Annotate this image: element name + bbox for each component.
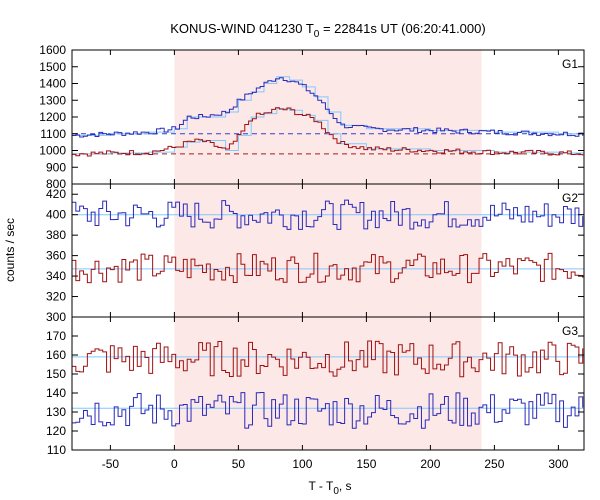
- y-tick-label: 320: [46, 290, 66, 304]
- panel-g2: 300 320 340 360 380 400 420 G2: [46, 183, 585, 324]
- y-tick-label: 170: [46, 329, 66, 343]
- panel-label: G2: [562, 191, 578, 205]
- panels-group: 8009001000110012001300140015001600G13003…: [39, 43, 585, 471]
- x-tick-label: 250: [484, 457, 504, 471]
- y-tick-label: 150: [46, 367, 66, 381]
- x-tick-label: 100: [292, 457, 312, 471]
- x-tick-label: 200: [420, 457, 440, 471]
- y-tick-label: 130: [46, 405, 66, 419]
- x-tick-label: 0: [171, 457, 178, 471]
- y-tick-label: 110: [47, 443, 66, 457]
- x-tick-label: 150: [356, 457, 376, 471]
- panel-g1: 800 900 1000 1100 1200 1300 1400 1500 1600 G1: [39, 43, 585, 191]
- chart-title: KONUS-WIND 041230 T0 = 22841s UT (06:20:…: [170, 21, 485, 40]
- title-sub: 0: [314, 29, 320, 40]
- x-tick-label: 300: [548, 457, 568, 471]
- y-tick-label: 1400: [39, 77, 66, 91]
- y-axis-label: counts / sec: [3, 218, 17, 282]
- title-rest: = 22841s UT (06:20:41.000): [319, 21, 485, 36]
- y-tick-label: 1000: [39, 144, 66, 158]
- y-tick-label: 420: [46, 187, 66, 201]
- series-line-blue: [72, 77, 584, 138]
- panel-frame: [71, 316, 585, 451]
- x-axis-label: T - T0, s: [308, 479, 351, 497]
- series-line-red: [72, 107, 584, 157]
- panel-label: G3: [562, 324, 578, 338]
- y-tick-label: 120: [46, 424, 66, 438]
- series-line-red: [72, 252, 584, 284]
- y-tick-label: 1200: [39, 110, 66, 124]
- y-tick-label: 1300: [39, 93, 66, 107]
- y-tick-label: 1600: [39, 43, 66, 57]
- title-main: KONUS-WIND 041230 T: [170, 21, 314, 36]
- y-tick-label: 360: [46, 249, 66, 263]
- y-tick-label: 800: [46, 177, 66, 191]
- highlight-interval: [174, 184, 482, 317]
- y-tick-label: 340: [46, 269, 66, 283]
- xlabel-main: T - T: [308, 479, 334, 493]
- series-line-blue: [72, 391, 584, 429]
- xlabel-sub: 0: [333, 486, 339, 497]
- x-tick-label: -50: [102, 457, 120, 471]
- y-tick-label: 900: [46, 160, 66, 174]
- y-tick-label: 300: [46, 310, 66, 324]
- x-tick-label: 50: [232, 457, 246, 471]
- y-tick-label: 140: [46, 386, 66, 400]
- y-tick-label: 400: [46, 208, 66, 222]
- y-tick-label: 160: [46, 348, 66, 362]
- xlabel-rest: , s: [339, 479, 352, 493]
- highlight-interval: [174, 317, 482, 450]
- y-tick-label: 1100: [40, 127, 66, 141]
- y-tick-label: 380: [46, 228, 66, 242]
- series-line-red: [72, 340, 584, 378]
- panel-g3: 110 120 130 140 150 160 170 G3 -50 0 50 100 150 200 25…: [46, 316, 585, 471]
- series-line-blue: [72, 199, 584, 230]
- y-tick-label: 1500: [39, 60, 66, 74]
- panel-label: G1: [562, 57, 578, 71]
